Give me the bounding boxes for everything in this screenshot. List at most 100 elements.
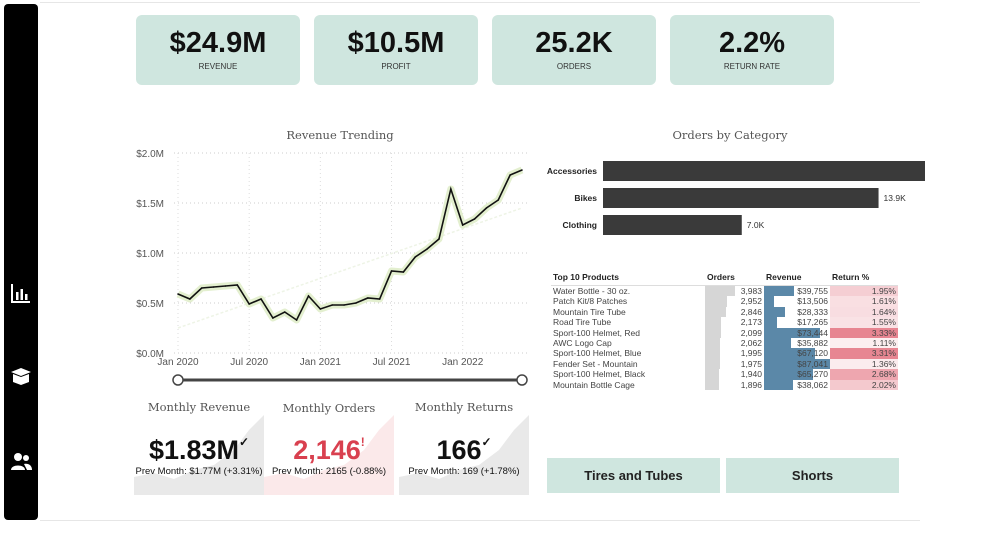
data-point (224, 285, 227, 287)
card-subtitle: Prev Month: 169 (+1.78%) (408, 466, 520, 477)
return-cell: 1.61% (830, 296, 898, 307)
orders-cell: 2,952 (705, 296, 764, 307)
revenue-cell: $35,882 (764, 338, 830, 349)
shorts-button[interactable]: Shorts (726, 458, 899, 493)
table-row[interactable]: Mountain Tire Tube 2,846 $28,333 1.64% (551, 306, 898, 318)
tires-and-tubes-button[interactable]: Tires and Tubes (547, 458, 720, 493)
table-row[interactable]: Sport-100 Helmet, Blue 1,995 $67,120 3.3… (551, 348, 898, 359)
x-tick-label: Jan 2020 (157, 357, 199, 368)
product-name: Mountain Tire Tube (553, 306, 626, 317)
column-header[interactable]: Return % (830, 270, 898, 286)
sidebar (4, 4, 38, 520)
data-point (450, 188, 452, 190)
users-icon[interactable] (10, 450, 32, 472)
sparkline-background (264, 415, 394, 495)
x-tick-label: Jan 2021 (300, 357, 342, 368)
divider (40, 520, 920, 521)
kpi-value: 2.2% (718, 27, 786, 59)
y-tick-label: $1.5M (136, 199, 164, 210)
data-point (283, 311, 286, 313)
return-cell: 1.55% (830, 317, 898, 328)
table-row[interactable]: Sport-100 Helmet, Black 1,940 $65,270 2.… (551, 369, 898, 380)
product-name: Fender Set - Mountain (553, 358, 638, 369)
data-point (473, 218, 476, 220)
data-point (212, 286, 215, 288)
kpi-card: 2.2% RETURN RATE (670, 15, 834, 85)
table-header: Top 10 Products Orders Revenue Return % (551, 270, 898, 286)
trend-line (177, 207, 523, 329)
table-row[interactable]: Mountain Bottle Cage 1,896 $38,062 2.02% (551, 379, 898, 391)
revenue-trending-chart[interactable]: $0.0M $0.5M $1.0M $1.5M $2.0M Jan 2020 Jul 202… (130, 140, 530, 390)
revenue-cell: $65,270 (764, 369, 830, 380)
bar[interactable] (603, 215, 742, 235)
orders-cell: 2,173 (705, 317, 764, 328)
x-tick-label: Jul 2021 (373, 357, 411, 368)
kpi-value: $10.5M (347, 27, 445, 59)
table-row[interactable]: Water Bottle - 30 oz. 3,983 $39,755 1.95… (551, 285, 898, 297)
orders-cell: 3,983 (705, 286, 764, 297)
data-point (260, 298, 262, 300)
kpi-value: 25.2K (535, 27, 613, 59)
bar[interactable] (603, 161, 925, 181)
date-slider-handle[interactable] (516, 374, 528, 386)
card-value: 2,146 (293, 435, 361, 465)
y-tick-label: $0.0M (136, 349, 164, 360)
y-tick-label: $2.0M (136, 149, 164, 160)
product-name: Mountain Bottle Cage (553, 379, 635, 390)
data-point (177, 293, 179, 295)
orders-by-category-title: Orders by Category (672, 128, 788, 142)
data-point (485, 207, 488, 209)
table-row[interactable]: Patch Kit/8 Patches 2,952 $13,506 1.61% (551, 296, 898, 307)
revenue-cell: $39,755 (764, 286, 830, 297)
return-cell: 2.68% (830, 369, 898, 380)
revenue-cell: $38,062 (764, 379, 830, 391)
data-label: 13.9K (884, 193, 907, 203)
orders-cell: 1,940 (705, 369, 764, 380)
data-point (295, 319, 298, 321)
column-header[interactable]: Top 10 Products (551, 270, 705, 286)
category-label: Clothing (563, 220, 597, 230)
data-point (343, 304, 345, 306)
card-title: Monthly Orders (282, 401, 376, 415)
data-point (189, 298, 191, 300)
revenue-cell: $17,265 (764, 317, 830, 328)
sparkline-background (134, 415, 264, 495)
kpi-label: REVENUE (198, 62, 238, 71)
orders-cell: 2,846 (705, 306, 764, 318)
bar[interactable] (603, 188, 879, 208)
kpi-card: $24.9M REVENUE (136, 15, 300, 85)
date-slider-handle[interactable] (172, 374, 184, 386)
product-name: Patch Kit/8 Patches (553, 296, 628, 307)
bar-chart-icon[interactable] (10, 282, 32, 304)
data-point (248, 303, 250, 305)
category-label: Accessories (547, 166, 597, 176)
data-point (390, 270, 393, 272)
kpi-card: 25.2K ORDERS (492, 15, 656, 85)
kpi-card-monthly: 2,146! Prev Month: 2165 (-0.88%) (264, 415, 394, 495)
sparkline-background (399, 415, 529, 495)
data-point (319, 308, 322, 310)
kpi-card-monthly: 166✓ Prev Month: 169 (+1.78%) (399, 415, 529, 495)
product-name: Road Tire Tube (553, 317, 612, 328)
card-subtitle: Prev Month: $1.77M (+3.31%) (135, 466, 263, 477)
revenue-trending-title: Revenue Trending (286, 128, 394, 142)
data-point (307, 295, 310, 297)
box-icon[interactable] (10, 365, 32, 387)
kpi-label: PROFIT (381, 62, 411, 71)
kpi-card-monthly: $1.83M✓ Prev Month: $1.77M (+3.31%) (134, 415, 264, 495)
table-row[interactable]: Road Tire Tube 2,173 $17,265 1.55% (551, 317, 898, 328)
card-value: 166 (436, 435, 482, 465)
revenue-cell: $67,120 (764, 348, 830, 359)
table-row[interactable]: Sport-100 Helmet, Red 2,099 $73,444 3.33… (551, 327, 898, 339)
table-row[interactable]: Fender Set - Mountain 1,975 $87,041 1.36… (551, 358, 898, 370)
column-header[interactable]: Revenue (764, 270, 830, 286)
data-point (331, 304, 334, 306)
kpi-value: $24.9M (169, 27, 267, 59)
table-row[interactable]: AWC Logo Cap 2,062 $35,882 1.11% (551, 338, 898, 349)
product-name: Sport-100 Helmet, Black (553, 369, 646, 380)
column-header[interactable]: Orders (705, 270, 764, 286)
revenue-cell: $28,333 (764, 306, 830, 318)
category-label: Bikes (574, 193, 597, 203)
revenue-cell: $73,444 (764, 327, 830, 339)
